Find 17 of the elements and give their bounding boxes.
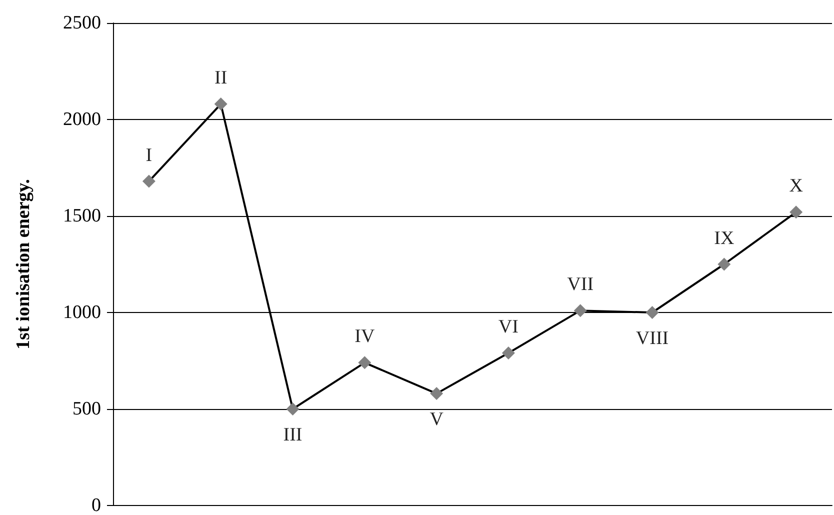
x-tick-label: IX [714,228,734,249]
y-axis-title: 1st ionisation energy. [13,179,34,350]
y-tick-label: 2500 [63,12,101,34]
x-tick-label: VI [498,316,518,338]
y-tick-label: 500 [72,398,101,420]
y-tick-label: 1500 [63,206,101,226]
x-tick-label: VII [567,274,594,296]
y-tick-label: 0 [92,495,101,515]
y-tick-label: 1000 [63,302,101,323]
x-tick-label: V [430,409,444,430]
x-tick-label: III [283,424,302,446]
x-tick-label: I [146,144,152,166]
y-tick-label: 2000 [63,109,101,130]
x-tick-label: II [214,68,228,89]
x-tick-label: VIII [636,328,669,349]
x-tick-label: IV [354,326,375,348]
x-tick-label: X [789,176,804,197]
